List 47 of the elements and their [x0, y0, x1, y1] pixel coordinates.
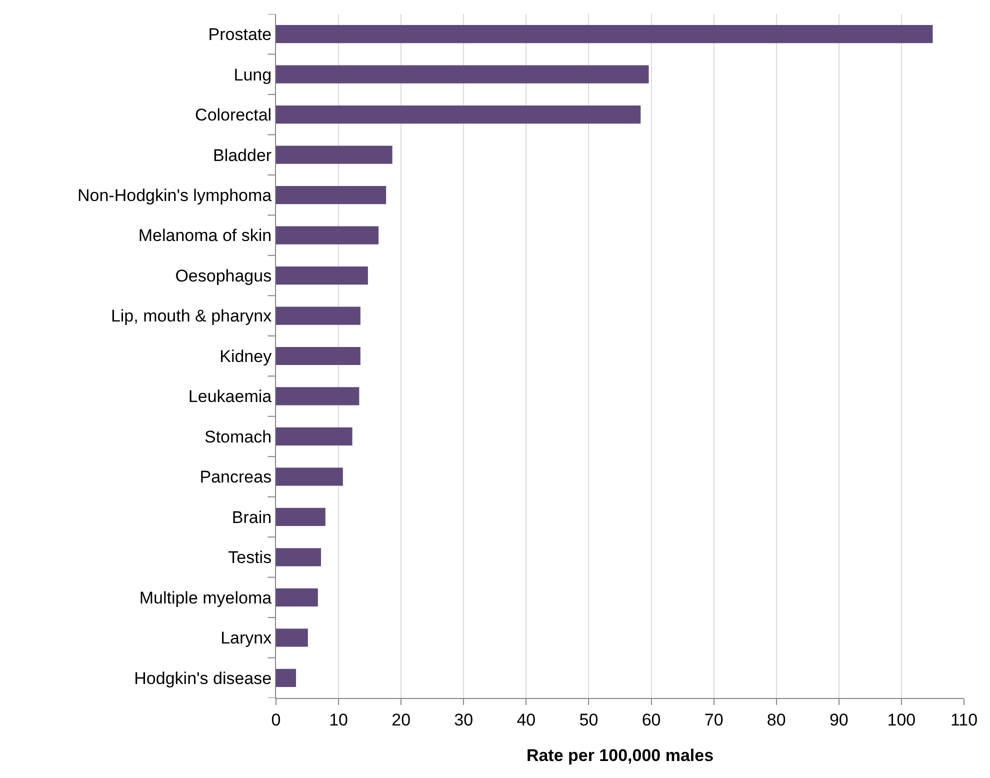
y-tick-label: Lip, mouth & pharynx: [110, 306, 272, 326]
bar: [276, 628, 308, 647]
bar: [276, 306, 360, 325]
y-tick-label: Colorectal: [195, 106, 272, 125]
bar: [276, 226, 379, 244]
y-tick-label: Lung: [234, 65, 272, 84]
y-tick-label: Prostate: [208, 25, 272, 44]
y-tick-label: Kidney: [220, 346, 272, 366]
y-tick-label: Larynx: [220, 628, 272, 648]
bar: [276, 106, 641, 124]
y-tick-label: Testis: [228, 548, 272, 568]
x-tick-label: 0: [271, 710, 281, 730]
bar: [276, 508, 326, 526]
y-tick-label: Bladder: [212, 146, 272, 165]
bar: [276, 427, 352, 446]
bar: [276, 25, 933, 44]
x-tick-label: 10: [329, 710, 348, 730]
bar: [276, 668, 296, 687]
x-axis-title: Rate per 100,000 males: [526, 746, 714, 765]
bar: [276, 468, 343, 486]
y-tick-label: Melanoma of skin: [138, 226, 272, 246]
y-tick-label: Pancreas: [200, 468, 272, 487]
x-tick-label: 40: [516, 710, 536, 730]
y-tick-label: Hodgkin's disease: [134, 668, 272, 688]
y-tick-label: Non-Hodgkin's lymphoma: [77, 186, 272, 206]
x-tick-label: 80: [766, 710, 786, 730]
bar: [276, 266, 368, 285]
x-tick-label: 70: [704, 710, 724, 730]
y-tick-label: Multiple myeloma: [139, 588, 272, 608]
y-tick-label: Brain: [232, 508, 272, 527]
x-tick-label: 20: [392, 710, 411, 730]
x-tick-label: 30: [454, 710, 474, 730]
y-tick-label: Stomach: [204, 427, 272, 446]
x-tick-label: 50: [579, 710, 598, 730]
x-tick-label: 60: [642, 710, 661, 730]
y-tick-label: Leukaemia: [188, 387, 272, 406]
bar: [276, 548, 322, 566]
bar: [276, 146, 392, 164]
y-tick-label: Oesophagus: [175, 266, 272, 286]
bar: [276, 588, 318, 606]
x-tick-label: 110: [950, 710, 978, 730]
bar: [276, 387, 360, 406]
x-tick-label: 100: [887, 710, 916, 730]
bar: [276, 186, 386, 204]
bar: [276, 65, 649, 84]
bar: [276, 346, 360, 366]
x-tick-label: 90: [829, 710, 848, 730]
